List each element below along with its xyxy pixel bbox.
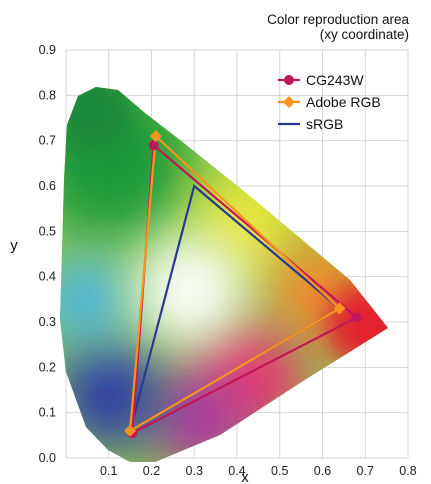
- series-layer: [124, 130, 362, 439]
- legend: CG243W Adobe RGB sRGB: [278, 72, 381, 132]
- y-axis-label: y: [10, 237, 18, 254]
- purple-region: [150, 370, 250, 462]
- y-tick-label: 0.1: [39, 406, 56, 420]
- legend-marker-cg243w: [284, 75, 294, 85]
- deep-green-region: [60, 87, 135, 155]
- point-adobe-rgb: [333, 302, 346, 315]
- legend-label-adobe-rgb: Adobe RGB: [306, 94, 381, 110]
- y-tick-label: 0.0: [39, 451, 56, 465]
- red-region: [325, 280, 388, 370]
- x-tick-label: 0.2: [143, 464, 160, 478]
- legend-label-srgb: sRGB: [306, 116, 343, 132]
- x-tick-label: 0.3: [186, 464, 203, 478]
- y-tick-label: 0.7: [39, 134, 56, 148]
- point-adobe-rgb: [124, 424, 137, 437]
- x-tick-label: 0.8: [399, 464, 416, 478]
- point-cg243w: [351, 312, 362, 323]
- white-point-region: [135, 235, 245, 345]
- y-tick-label: 0.2: [39, 360, 56, 374]
- point-cg243w: [148, 140, 159, 151]
- x-axis-label: x: [241, 469, 249, 484]
- x-tick-label: 0.7: [357, 464, 374, 478]
- y-tick-label: 0.9: [39, 43, 56, 57]
- x-tick-label: 0.1: [100, 464, 117, 478]
- y-tick-label: 0.5: [39, 224, 56, 238]
- y-tick-label: 0.3: [39, 315, 56, 329]
- x-tick-label: 0.4: [228, 464, 245, 478]
- x-tick-label: 0.6: [314, 464, 331, 478]
- y-tick-label: 0.8: [39, 88, 56, 102]
- x-tick-label: 0.5: [271, 464, 288, 478]
- y-tick-label: 0.6: [39, 179, 56, 193]
- chart-title-text: Color reproduction area: [267, 12, 409, 27]
- legend-marker-adobe-rgb: [283, 96, 295, 108]
- legend-label-cg243w: CG243W: [306, 72, 364, 88]
- chart-title: Color reproduction area (xy coordinate): [267, 12, 409, 42]
- chart-subtitle-text: (xy coordinate): [319, 27, 409, 42]
- point-adobe-rgb: [149, 130, 162, 143]
- series-line-adobe-rgb: [128, 133, 342, 433]
- spectral-locus: [60, 87, 388, 462]
- y-tick-label: 0.4: [39, 270, 56, 284]
- axis-ticks: 0.1 0.2 0.3 0.4 0.5 0.6 0.7 0.8 0.0 0.1 0.2 0.3 0.4 0…: [39, 43, 417, 478]
- cyan-region: [60, 255, 130, 345]
